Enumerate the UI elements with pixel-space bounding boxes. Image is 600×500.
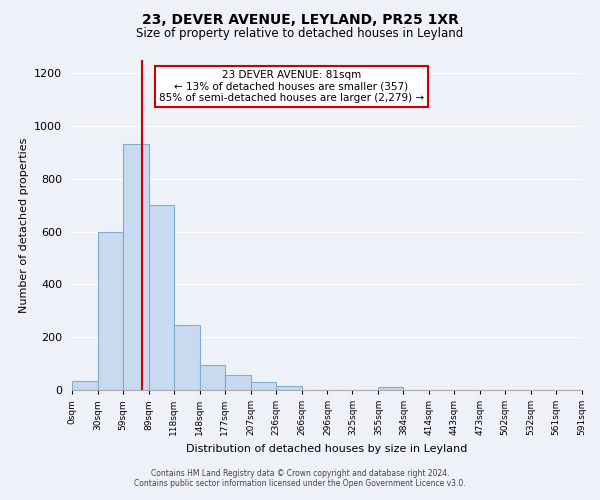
Bar: [225, 376, 251, 390]
Text: 23 DEVER AVENUE: 81sqm
← 13% of detached houses are smaller (357)
85% of semi-de: 23 DEVER AVENUE: 81sqm ← 13% of detached…: [159, 70, 424, 103]
Y-axis label: Number of detached properties: Number of detached properties: [19, 138, 29, 312]
Text: Contains public sector information licensed under the Open Government Licence v3: Contains public sector information licen…: [134, 478, 466, 488]
Bar: [251, 382, 275, 390]
Bar: [200, 365, 225, 390]
Text: Size of property relative to detached houses in Leyland: Size of property relative to detached ho…: [136, 28, 464, 40]
Text: 23, DEVER AVENUE, LEYLAND, PR25 1XR: 23, DEVER AVENUE, LEYLAND, PR25 1XR: [142, 12, 458, 26]
Bar: [72, 381, 98, 390]
X-axis label: Distribution of detached houses by size in Leyland: Distribution of detached houses by size …: [187, 444, 467, 454]
Bar: [379, 388, 403, 390]
Bar: [174, 326, 200, 390]
Bar: [149, 205, 174, 390]
Text: Contains HM Land Registry data © Crown copyright and database right 2024.: Contains HM Land Registry data © Crown c…: [151, 468, 449, 477]
Bar: [275, 386, 302, 390]
Bar: [123, 144, 149, 390]
Bar: [98, 232, 123, 390]
